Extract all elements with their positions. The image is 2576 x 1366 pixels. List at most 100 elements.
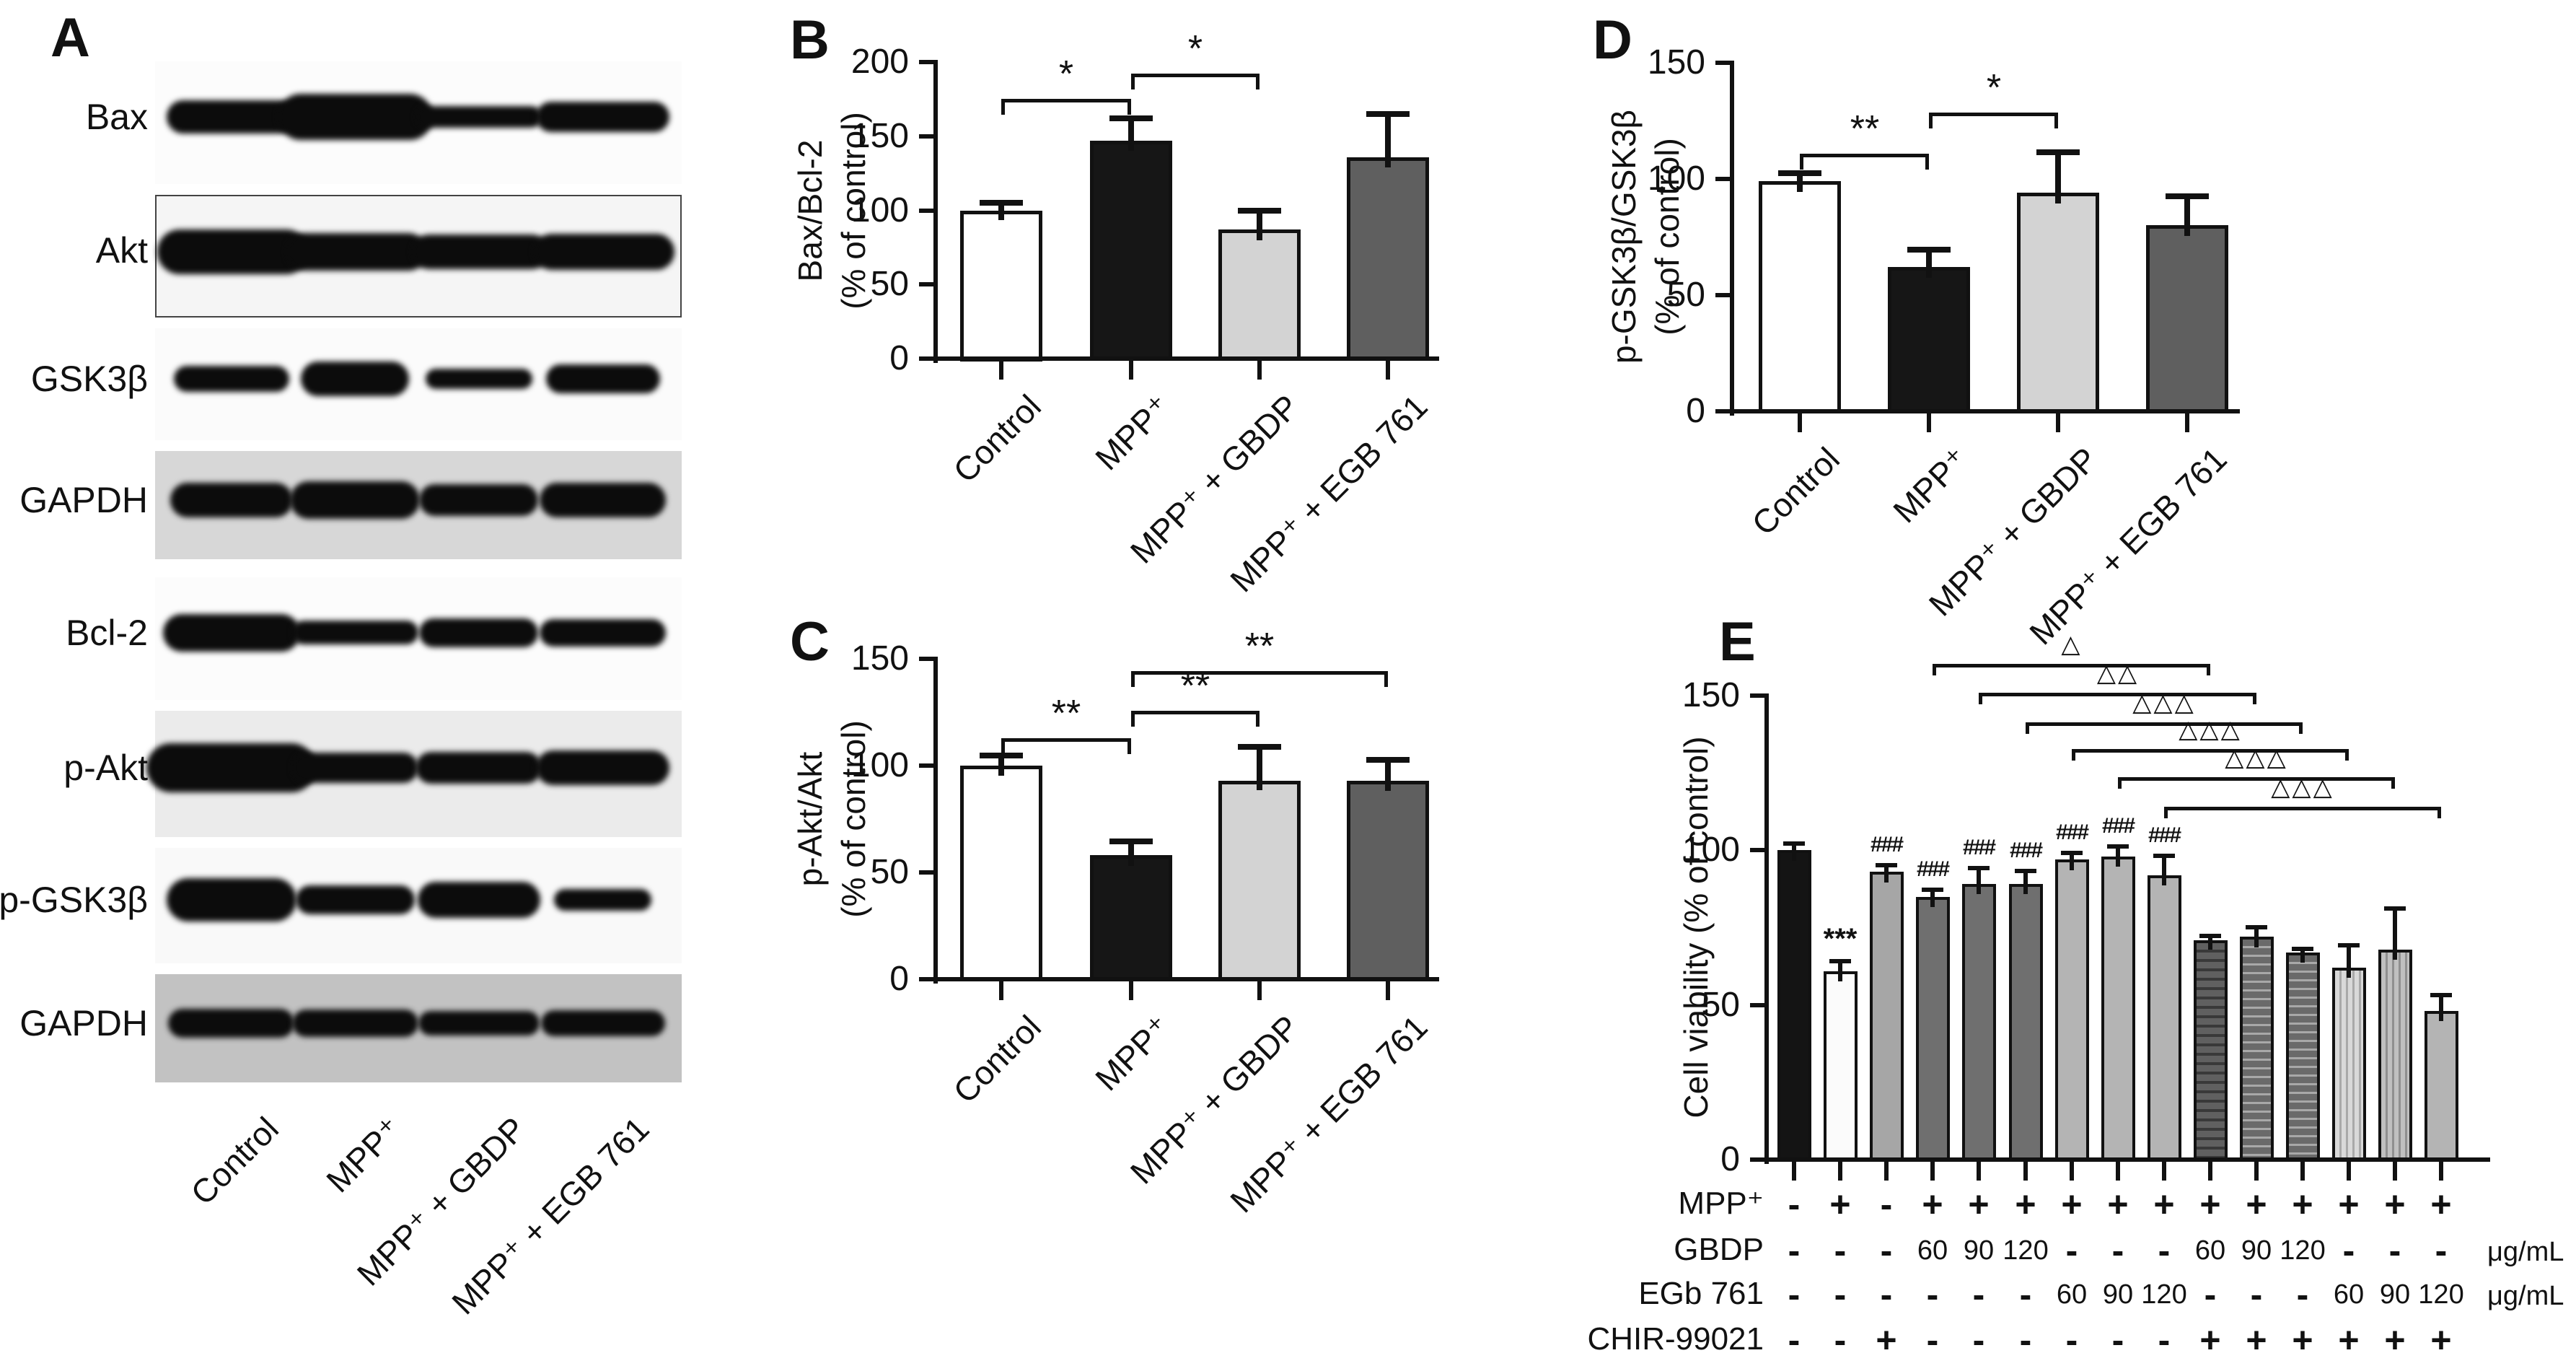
blot-band: [301, 362, 409, 396]
y-tick: [919, 60, 933, 64]
y-axis-line: [1764, 693, 1769, 1164]
bar: [2101, 857, 2135, 1162]
panel-letter-d: D: [1593, 9, 1632, 71]
treatment-unit: μg/mL: [2487, 1237, 2564, 1267]
blot-band: [536, 102, 669, 132]
treatment-cell: 60: [1917, 1235, 1948, 1266]
y-tick: [1715, 409, 1730, 413]
y-tick: [1715, 61, 1730, 65]
sig-bracket-end: [1925, 154, 1929, 170]
sig-bracket-line: [2026, 722, 2303, 726]
error-bar-cap: [1238, 208, 1281, 214]
sig-label: **: [1244, 626, 1275, 667]
treatment-cell: -: [2158, 1320, 2171, 1360]
treatment-cell: -: [1788, 1320, 1801, 1360]
x-tick: [2023, 1162, 2028, 1181]
bar: [2194, 940, 2228, 1162]
error-bar-line: [1884, 866, 1889, 883]
treatment-cell: -: [1834, 1230, 1847, 1271]
bar-annotation: ###: [2148, 823, 2181, 847]
sig-bracket-end: [1933, 664, 1936, 675]
bar: [2146, 225, 2228, 413]
blot-band: [286, 233, 427, 271]
x-tick: [2393, 1162, 2397, 1181]
blot-strip: [155, 577, 682, 700]
x-axis-line: [933, 356, 1439, 361]
y-tick: [1750, 848, 1764, 852]
sig-bracket-line: [2072, 749, 2349, 753]
error-bar-cap: [2430, 993, 2452, 997]
error-bar-cap: [1366, 111, 1410, 117]
sig-label: △△: [2096, 660, 2140, 687]
blot-band: [292, 753, 418, 783]
blot-band: [540, 483, 666, 517]
y-tick-label: 0: [889, 339, 909, 377]
error-bar-cap: [1907, 247, 1951, 253]
x-tick: [1386, 981, 1390, 1000]
bar: [2055, 859, 2089, 1162]
x-axis-line: [933, 977, 1439, 981]
error-bar-line: [1838, 962, 1842, 981]
error-bar-line: [1128, 843, 1134, 866]
error-bar-cap: [2338, 943, 2360, 947]
sig-label: **: [1051, 693, 1081, 735]
sig-bracket-line: [1001, 738, 1131, 742]
treatment-cell: -: [1834, 1274, 1847, 1315]
bar: [960, 766, 1042, 981]
sig-bracket-line: [1131, 711, 1260, 714]
blot-band: [412, 235, 549, 269]
treatment-cell: 90: [2102, 1279, 2134, 1310]
error-bar-cap: [980, 753, 1023, 758]
blot-label: p-GSK3β: [0, 880, 148, 920]
blot-band: [174, 366, 289, 392]
treatment-cell: -: [1972, 1274, 1985, 1315]
treatment-cell: 120: [2141, 1279, 2187, 1310]
sig-bracket-end: [2253, 693, 2256, 704]
treatment-cell: -: [2158, 1230, 2171, 1271]
x-tick: [1792, 1162, 1796, 1181]
treatment-cell: -: [2019, 1274, 2032, 1315]
treatment-cell: -: [1788, 1184, 1801, 1225]
y-tick: [1750, 1003, 1764, 1007]
treatment-cell: +: [2430, 1184, 2452, 1225]
sig-bracket-line: [1933, 664, 2210, 667]
bar: [1218, 781, 1301, 981]
treatment-cell: 120: [2418, 1279, 2464, 1310]
blot-label: GSK3β: [30, 359, 148, 399]
sig-label: **: [1850, 108, 1880, 150]
sig-bracket-end: [2345, 749, 2349, 761]
sig-label: △△△: [2271, 774, 2334, 801]
error-bar-line: [1257, 212, 1262, 240]
sig-bracket-line: [2164, 807, 2441, 810]
x-tick: [1129, 981, 1133, 1000]
blot-strip: [155, 848, 682, 963]
treatment-cell: 90: [2241, 1235, 2272, 1266]
sig-bracket-end: [2118, 777, 2122, 789]
blot-band: [292, 621, 418, 644]
error-bar-cap: [1366, 757, 1410, 763]
error-bar-cap: [1778, 170, 1821, 176]
treatment-cell: +: [2246, 1184, 2267, 1225]
panel-letter-e: E: [1719, 611, 1756, 673]
blot-band: [536, 750, 669, 785]
blot-strip: [155, 61, 682, 184]
error-bar-cap: [1968, 866, 1990, 870]
bar: [1777, 850, 1811, 1162]
blot-band: [540, 619, 666, 647]
treatment-cell: -: [1926, 1274, 1939, 1315]
treatment-cell: +: [2338, 1184, 2360, 1225]
error-bar-cap: [1922, 888, 1943, 892]
y-tick-label: 50: [870, 853, 909, 891]
error-bar-line: [2347, 946, 2351, 978]
sig-bracket-end: [1929, 113, 1933, 128]
error-bar-cap: [2384, 906, 2406, 911]
x-tick: [1838, 1162, 1842, 1181]
x-tick: [999, 361, 1003, 380]
blot-band: [290, 481, 420, 519]
x-tick: [2300, 1162, 2305, 1181]
x-tick: [2162, 1162, 2166, 1181]
treatment-cell: 90: [2379, 1279, 2411, 1310]
sig-bracket-line: [2118, 777, 2395, 781]
blot-strip: [155, 451, 682, 559]
